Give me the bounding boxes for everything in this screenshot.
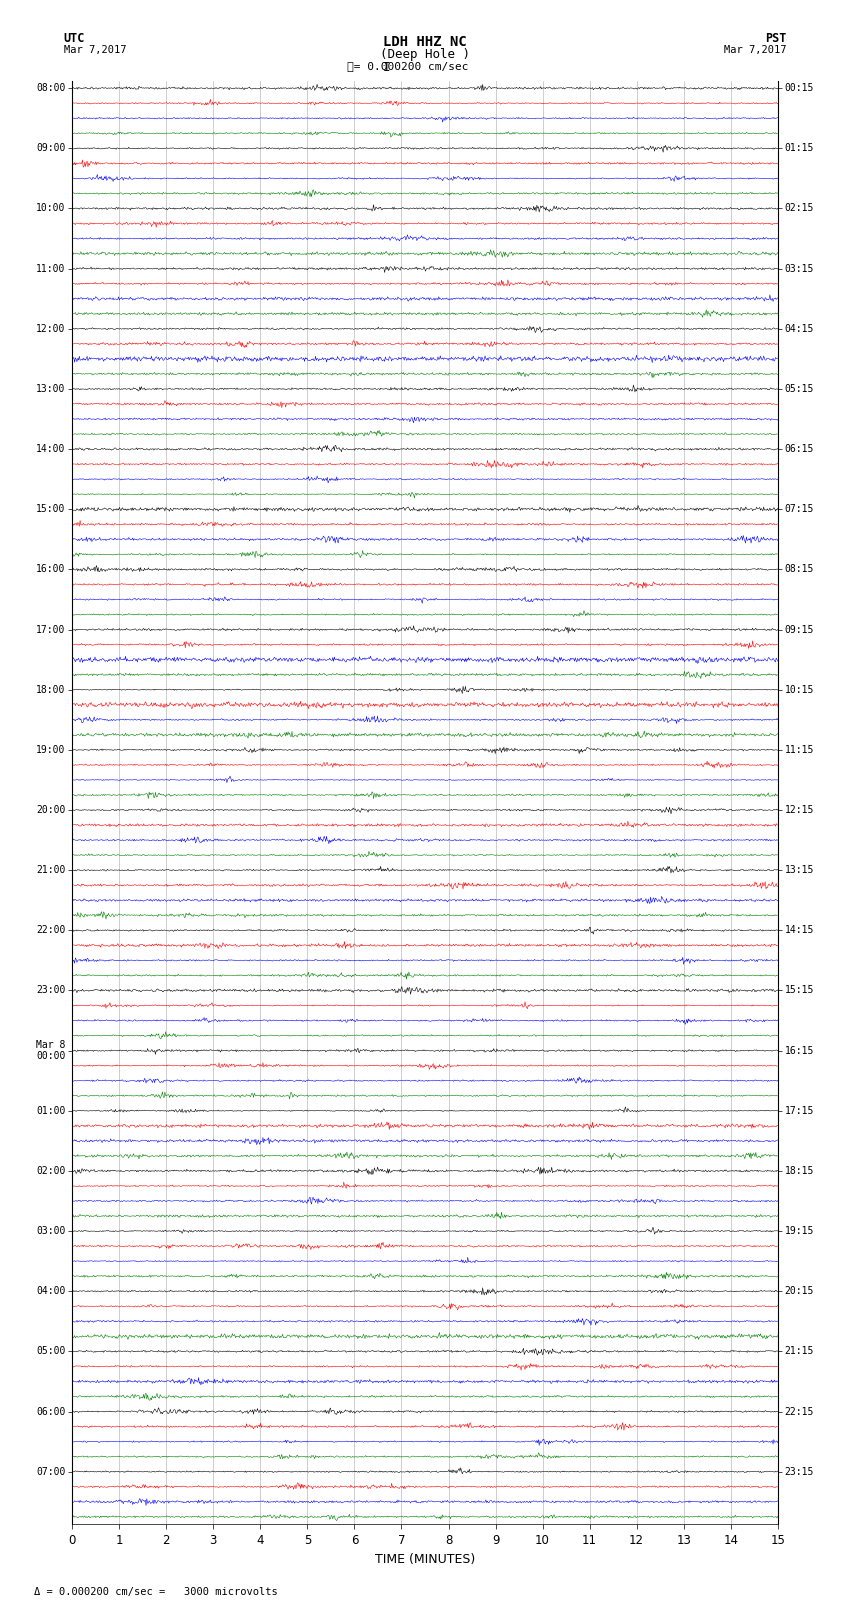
Text: I: I: [383, 61, 390, 74]
Text: LDH HHZ NC: LDH HHZ NC: [383, 35, 467, 50]
Text: UTC: UTC: [64, 32, 85, 45]
Text: PST: PST: [765, 32, 786, 45]
Text: Mar 7,2017: Mar 7,2017: [64, 45, 127, 55]
Text: Δ = 0.000200 cm/sec =   3000 microvolts: Δ = 0.000200 cm/sec = 3000 microvolts: [34, 1587, 278, 1597]
X-axis label: TIME (MINUTES): TIME (MINUTES): [375, 1553, 475, 1566]
Text: Mar 7,2017: Mar 7,2017: [723, 45, 786, 55]
Text: ⎯= 0.000200 cm/sec: ⎯= 0.000200 cm/sec: [348, 61, 468, 71]
Text: (Deep Hole ): (Deep Hole ): [380, 48, 470, 61]
